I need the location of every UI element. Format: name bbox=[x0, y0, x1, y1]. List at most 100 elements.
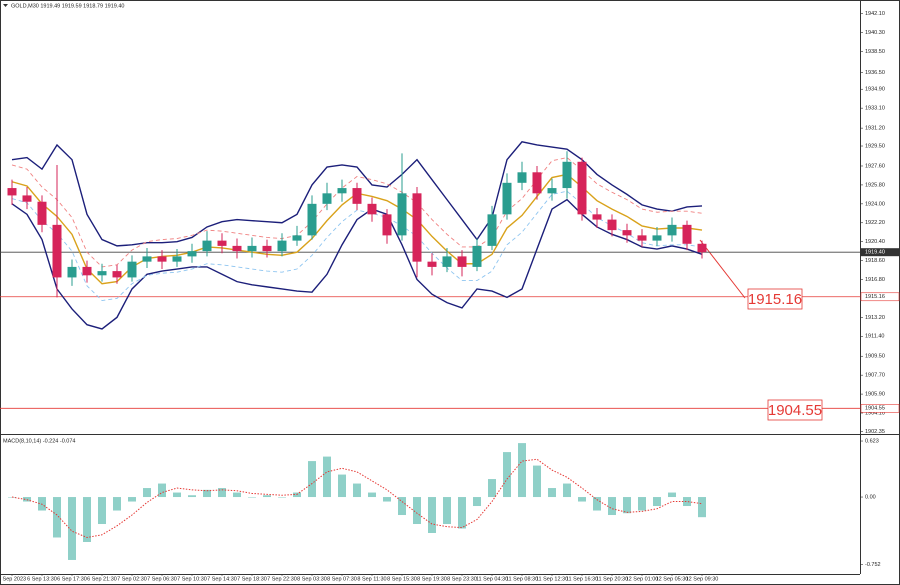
candle-body bbox=[562, 161, 572, 189]
histogram-bar bbox=[233, 492, 241, 498]
candle-body bbox=[382, 214, 392, 236]
x-tick-label: 6 Sep 21:30 bbox=[87, 576, 117, 582]
x-tick-label: 12 Sep 09:30 bbox=[686, 576, 719, 582]
level-axis-label: 1915.16 bbox=[865, 294, 885, 300]
y-tick-label: 0.623 bbox=[865, 438, 879, 444]
x-tick-label: 11 Sep 12:30 bbox=[536, 576, 568, 582]
histogram-bar bbox=[683, 497, 691, 507]
histogram-bar bbox=[518, 443, 526, 498]
candle-body bbox=[397, 193, 407, 236]
histogram-bar bbox=[443, 497, 451, 525]
y-tick-label: 1916.80 bbox=[865, 277, 885, 283]
histogram-bar bbox=[98, 497, 106, 525]
histogram-bar bbox=[428, 497, 436, 533]
candle-body bbox=[157, 256, 167, 262]
x-tick-label: 6 Sep 17:30 bbox=[57, 576, 87, 582]
y-tick-label: 1920.40 bbox=[865, 239, 885, 245]
candle-body bbox=[97, 271, 107, 276]
histogram-bar bbox=[398, 497, 406, 516]
y-tick-label: 1934.90 bbox=[865, 87, 885, 93]
symbol-marker bbox=[3, 4, 8, 7]
histogram-bar bbox=[593, 497, 601, 511]
y-tick-label: 1918.60 bbox=[865, 258, 885, 264]
histogram-bar bbox=[278, 497, 286, 498]
x-tick-label: 8 Sep 19:30 bbox=[417, 576, 447, 582]
signal-line bbox=[11, 458, 703, 539]
histogram-bar bbox=[578, 497, 586, 502]
candle-body bbox=[487, 214, 497, 246]
y-tick-label: 1927.60 bbox=[865, 163, 885, 169]
y-tick-label: 1909.50 bbox=[865, 354, 885, 360]
histogram-bar bbox=[248, 497, 256, 498]
histogram-bar bbox=[608, 497, 616, 516]
indicator-line bbox=[11, 157, 703, 268]
candle-body bbox=[472, 245, 482, 267]
candle-body bbox=[697, 243, 707, 253]
chart-title: GOLD,M30 1919.49 1919.59 1918.79 1919.40 bbox=[11, 3, 124, 9]
candle-body bbox=[67, 266, 77, 278]
annotation-arrow bbox=[699, 239, 746, 299]
histogram-bar bbox=[83, 497, 91, 542]
x-tick-label: 7 Sep 10:30 bbox=[177, 576, 207, 582]
x-tick-label: 7 Sep 14:30 bbox=[207, 576, 237, 582]
indicator-line bbox=[11, 198, 703, 330]
x-tick-label: 11 Sep 04:30 bbox=[476, 576, 508, 582]
x-tick-label: 8 Sep 03:30 bbox=[297, 576, 327, 582]
histogram-bar bbox=[563, 483, 571, 498]
candle-body bbox=[607, 219, 617, 231]
candle-body bbox=[187, 251, 197, 257]
x-tick-label: 11 Sep 16:30 bbox=[566, 576, 598, 582]
x-tick-label: 8 Sep 11:30 bbox=[357, 576, 386, 582]
y-tick-label: 1924.00 bbox=[865, 201, 885, 207]
candle-body bbox=[247, 245, 257, 252]
histogram-bar bbox=[473, 497, 481, 507]
candle-body bbox=[457, 256, 467, 267]
y-tick-label: 1922.20 bbox=[865, 220, 885, 226]
candle-body bbox=[352, 188, 362, 204]
histogram-bar bbox=[368, 492, 376, 498]
histogram-bar bbox=[218, 488, 226, 498]
level-axis-label: 1904.55 bbox=[865, 406, 885, 412]
y-tick-label: 0.00 bbox=[865, 494, 876, 500]
candle-body bbox=[217, 240, 227, 246]
y-tick-label: 1942.10 bbox=[865, 11, 885, 17]
histogram-bar bbox=[698, 497, 706, 518]
y-tick-label: 1929.50 bbox=[865, 143, 885, 149]
candle-body bbox=[322, 193, 332, 204]
histogram-bar bbox=[308, 461, 316, 498]
histogram-bar bbox=[158, 483, 166, 498]
x-tick-label: 12 Sep 05:30 bbox=[656, 576, 689, 582]
x-tick-label: 8 Sep 15:30 bbox=[387, 576, 417, 582]
histogram-bar bbox=[668, 492, 676, 498]
histogram-bar bbox=[128, 497, 136, 502]
y-tick-label: 1936.50 bbox=[865, 70, 885, 76]
x-tick-label: 8 Sep 23:30 bbox=[447, 576, 477, 582]
candle-body bbox=[112, 271, 122, 278]
level-annotation-box bbox=[767, 399, 823, 421]
histogram-bar bbox=[143, 488, 151, 498]
histogram-bar bbox=[548, 488, 556, 498]
candle-body bbox=[682, 224, 692, 244]
candle-body bbox=[202, 240, 212, 252]
histogram-bar bbox=[458, 497, 466, 529]
histogram-bar bbox=[488, 479, 496, 498]
histogram-bar bbox=[503, 452, 511, 498]
candle-body bbox=[442, 256, 452, 267]
x-tick-label: 6 Sep 2023 bbox=[0, 576, 26, 582]
x-tick-label: 11 Sep 20:30 bbox=[596, 576, 628, 582]
histogram-bar bbox=[173, 492, 181, 498]
candle-body bbox=[22, 195, 32, 202]
candle-body bbox=[172, 256, 182, 262]
candle-body bbox=[277, 240, 287, 252]
candle-body bbox=[37, 201, 47, 225]
y-tick-label: 1904.10 bbox=[865, 410, 885, 416]
histogram-bar bbox=[68, 497, 76, 560]
current-price-box bbox=[861, 248, 899, 257]
y-tick-label: -0.752 bbox=[865, 562, 881, 568]
level-axis-box bbox=[860, 403, 900, 413]
candle-body bbox=[592, 214, 602, 220]
candle-body bbox=[337, 188, 347, 194]
candle-body bbox=[427, 261, 437, 267]
histogram-bar bbox=[113, 497, 121, 511]
